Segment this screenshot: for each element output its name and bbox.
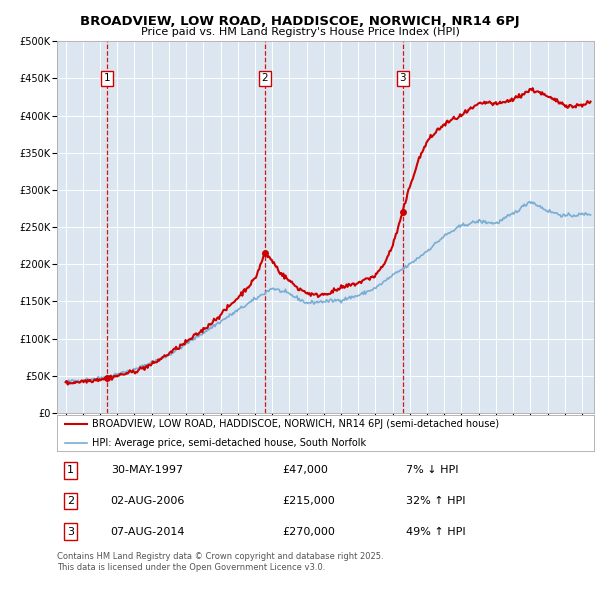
- Text: 07-AUG-2014: 07-AUG-2014: [111, 527, 185, 536]
- Text: BROADVIEW, LOW ROAD, HADDISCOE, NORWICH, NR14 6PJ (semi-detached house): BROADVIEW, LOW ROAD, HADDISCOE, NORWICH,…: [92, 419, 499, 429]
- Text: 3: 3: [400, 74, 406, 83]
- Text: 02-AUG-2006: 02-AUG-2006: [111, 496, 185, 506]
- Text: £270,000: £270,000: [283, 527, 335, 536]
- Text: 3: 3: [67, 527, 74, 536]
- Text: £215,000: £215,000: [283, 496, 335, 506]
- Text: £47,000: £47,000: [283, 466, 328, 475]
- Text: 2: 2: [262, 74, 268, 83]
- Text: 1: 1: [104, 74, 110, 83]
- Text: Contains HM Land Registry data © Crown copyright and database right 2025.
This d: Contains HM Land Registry data © Crown c…: [57, 552, 383, 572]
- Text: 30-MAY-1997: 30-MAY-1997: [111, 466, 183, 475]
- Text: 32% ↑ HPI: 32% ↑ HPI: [406, 496, 466, 506]
- Text: 2: 2: [67, 496, 74, 506]
- Text: 1: 1: [67, 466, 74, 475]
- Text: 7% ↓ HPI: 7% ↓ HPI: [406, 466, 458, 475]
- Text: Price paid vs. HM Land Registry's House Price Index (HPI): Price paid vs. HM Land Registry's House …: [140, 27, 460, 37]
- Text: BROADVIEW, LOW ROAD, HADDISCOE, NORWICH, NR14 6PJ: BROADVIEW, LOW ROAD, HADDISCOE, NORWICH,…: [80, 15, 520, 28]
- Text: HPI: Average price, semi-detached house, South Norfolk: HPI: Average price, semi-detached house,…: [92, 438, 366, 448]
- Text: 49% ↑ HPI: 49% ↑ HPI: [406, 527, 466, 536]
